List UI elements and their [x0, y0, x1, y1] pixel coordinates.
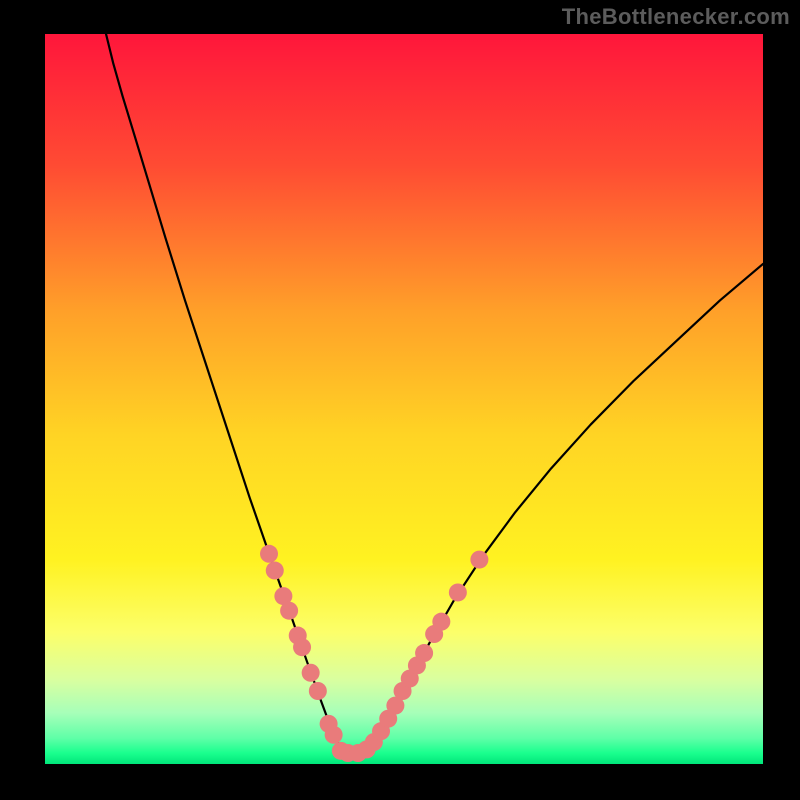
data-marker [260, 545, 278, 563]
data-marker [470, 551, 488, 569]
data-marker [266, 562, 284, 580]
data-marker [280, 602, 298, 620]
watermark-text: TheBottlenecker.com [562, 4, 790, 30]
data-marker [432, 613, 450, 631]
data-marker [415, 644, 433, 662]
data-marker [293, 638, 311, 656]
data-marker [309, 682, 327, 700]
data-marker [325, 726, 343, 744]
chart-stage: TheBottlenecker.com [0, 0, 800, 800]
data-marker [449, 583, 467, 601]
chart-svg [0, 0, 800, 800]
gradient-plot-area [45, 34, 763, 764]
data-marker [302, 664, 320, 682]
